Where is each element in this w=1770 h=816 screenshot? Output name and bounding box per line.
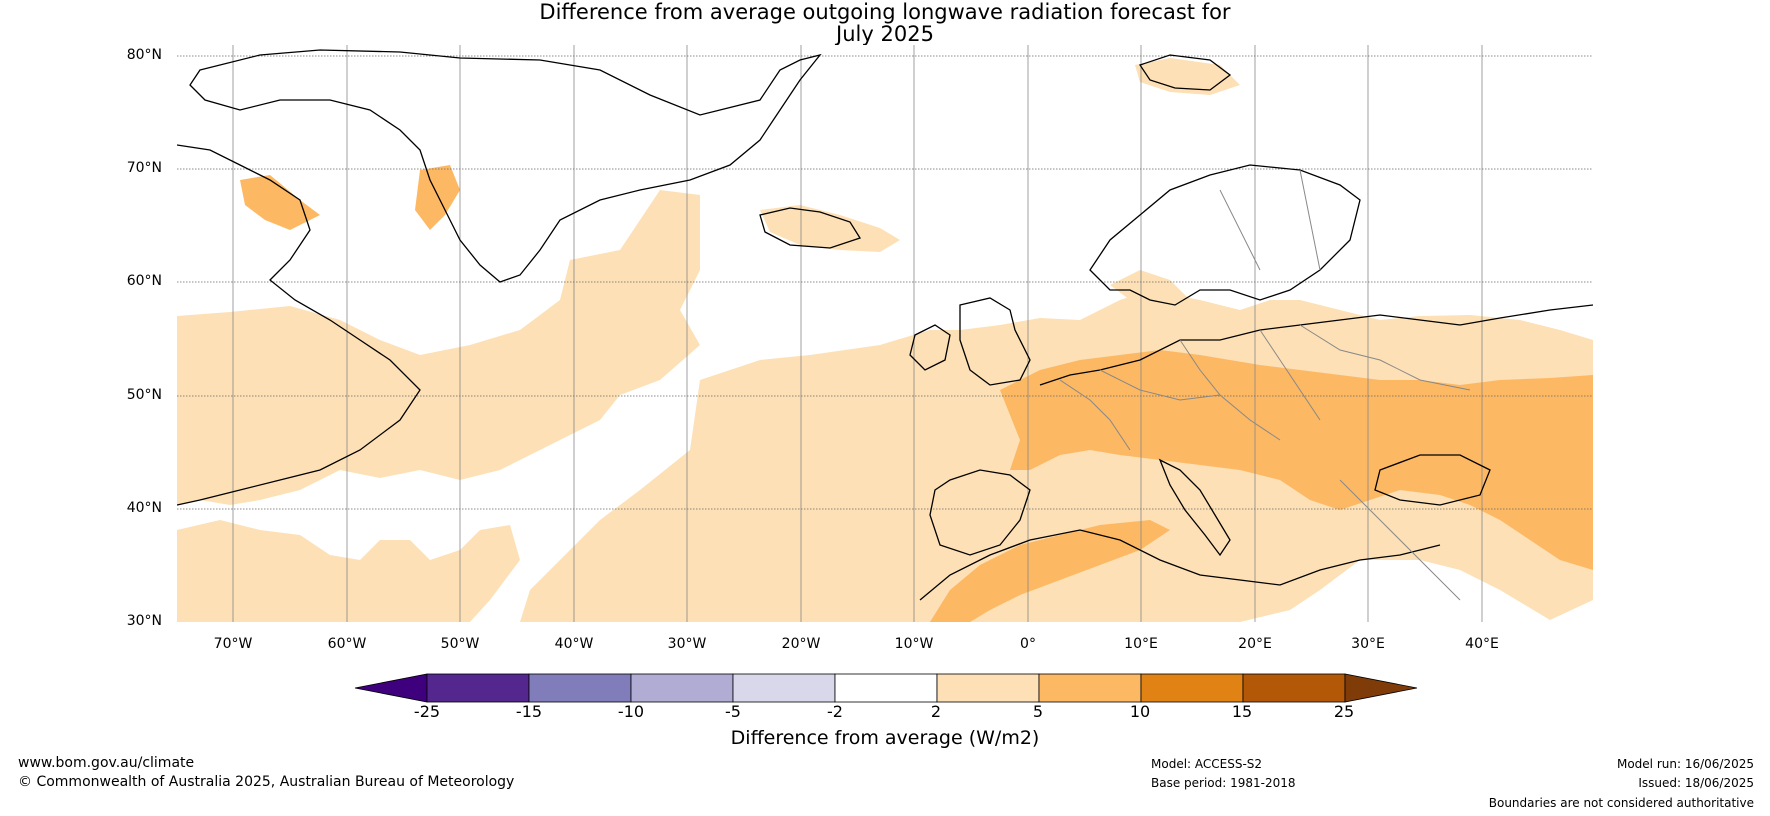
anomaly-region-medium-africa: [930, 520, 1170, 622]
colorbar-tick-5: 5: [1032, 702, 1044, 721]
lon-tick-0: 0°: [1020, 636, 1036, 652]
disclaimer-text: Boundaries are not considered authoritat…: [1488, 796, 1754, 810]
colorbar-title: Difference from average (W/m2): [730, 727, 1040, 749]
colorbar-tick-m10: -10: [617, 702, 645, 721]
lat-tick-50: 50°N: [126, 387, 162, 403]
colorbar-tick-10: 10: [1129, 702, 1151, 721]
lon-tick-30e: 30°E: [1351, 636, 1385, 652]
colorbar-segment: [426, 673, 530, 703]
map-title-line-1: Difference from average outgoing longwav…: [539, 0, 1231, 24]
copyright-text: © Commonwealth of Australia 2025, Austra…: [18, 774, 515, 790]
anomaly-region-light-south: [177, 520, 520, 622]
lon-tick-20e: 20°E: [1238, 636, 1272, 652]
colorbar-segment: [936, 673, 1040, 703]
coastline-italy: [1158, 458, 1231, 557]
coastline-mediterranean-south: [919, 529, 1441, 601]
anomaly-region-light-svalbard: [1135, 58, 1240, 95]
lat-tick-40: 40°N: [126, 500, 162, 516]
coastline-ireland: [909, 324, 951, 371]
model-text: Model: ACCESS-S2: [1151, 757, 1263, 771]
coastlines: [177, 49, 1593, 601]
anomaly-region-medium-europe: [1000, 350, 1593, 570]
colorbar-extend-low: [354, 673, 428, 703]
lat-tick-80: 80°N: [126, 47, 162, 63]
colorbar-tick-15: 15: [1231, 702, 1253, 721]
coastline-iberia: [929, 469, 1031, 556]
colorbar-segment: [630, 673, 734, 703]
anomaly-region-medium-baffin: [240, 175, 320, 230]
lat-tick-70: 70°N: [126, 160, 162, 176]
colorbar-extend-high: [1344, 673, 1418, 703]
colorbar-segments: [354, 673, 1418, 703]
website-link[interactable]: www.bom.gov.au/climate: [18, 755, 195, 771]
lon-tick-40w: 40°W: [554, 636, 594, 652]
lat-tick-60: 60°N: [126, 273, 162, 289]
coastline-scandinavia: [1089, 164, 1361, 306]
colorbar-tick-25: 25: [1333, 702, 1355, 721]
lon-tick-70w: 70°W: [213, 636, 253, 652]
lon-tick-50w: 50°W: [440, 636, 480, 652]
colorbar-segment: [1242, 673, 1346, 703]
colorbar-segment: [1038, 673, 1142, 703]
anomaly-region-light-iceland: [760, 205, 900, 252]
colorbar-segment: [1140, 673, 1244, 703]
coastline-north-america: [177, 144, 421, 506]
issued-text: Issued: 18/06/2025: [1638, 776, 1754, 790]
lon-tick-30w: 30°W: [667, 636, 707, 652]
colorbar-tick-m5: -5: [725, 702, 741, 721]
coastline-britain: [959, 297, 1031, 386]
lon-tick-20w: 20°W: [781, 636, 821, 652]
anomaly-region-medium-greenland: [415, 165, 460, 230]
coastline-svalbard: [1138, 54, 1232, 91]
lon-tick-40e: 40°E: [1465, 636, 1499, 652]
colorbar-tick-m2: -2: [827, 702, 843, 721]
map-title-line-2: July 2025: [836, 22, 934, 46]
anomaly-region-light-scandinavia: [1110, 270, 1190, 305]
anomaly-region-light-west: [177, 190, 700, 505]
colorbar-segment: [834, 673, 938, 703]
lon-tick-10e: 10°E: [1124, 636, 1158, 652]
colorbar-segment: [528, 673, 632, 703]
lat-tick-30: 30°N: [126, 613, 162, 629]
lon-tick-60w: 60°W: [327, 636, 367, 652]
model-run-text: Model run: 16/06/2025: [1616, 757, 1754, 771]
lon-tick-10w: 10°W: [894, 636, 934, 652]
country-borders: [1059, 169, 1471, 601]
colorbar-tick-2: 2: [930, 702, 942, 721]
colorbar-tick-m15: -15: [515, 702, 543, 721]
coastline-iceland: [759, 207, 861, 249]
colorbar-segment: [732, 673, 836, 703]
coastline-black-sea: [1374, 454, 1491, 506]
colorbar-tick-m25: -25: [413, 702, 441, 721]
base-period-text: Base period: 1981-2018: [1151, 776, 1296, 790]
coastline-greenland: [189, 49, 822, 283]
